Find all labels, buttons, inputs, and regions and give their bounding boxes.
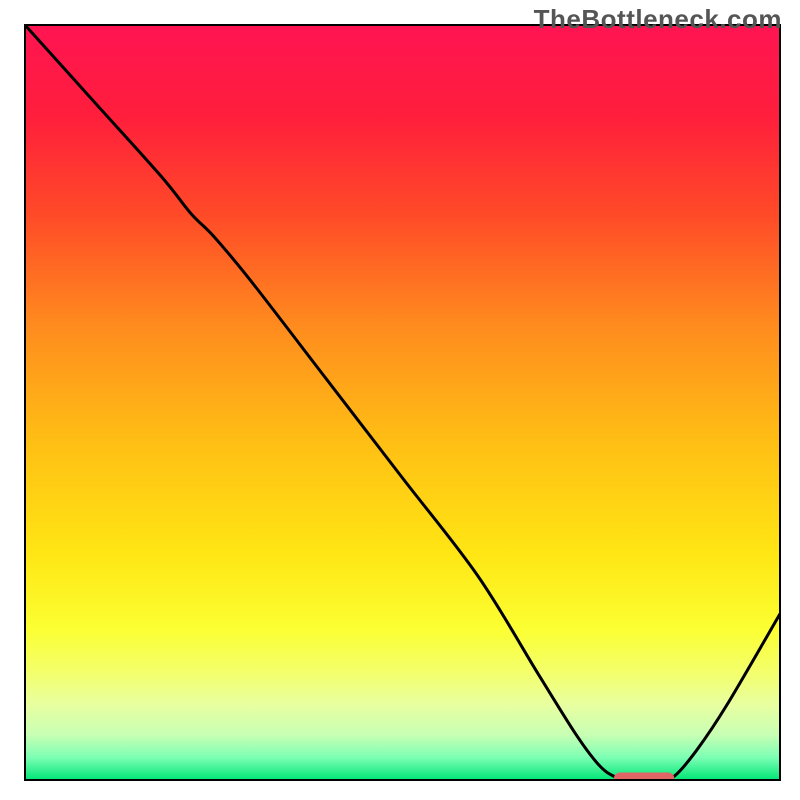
watermark-text: TheBottleneck.com bbox=[534, 4, 782, 35]
chart-svg bbox=[0, 0, 800, 800]
plot-background bbox=[25, 25, 780, 780]
chart-canvas: TheBottleneck.com bbox=[0, 0, 800, 800]
